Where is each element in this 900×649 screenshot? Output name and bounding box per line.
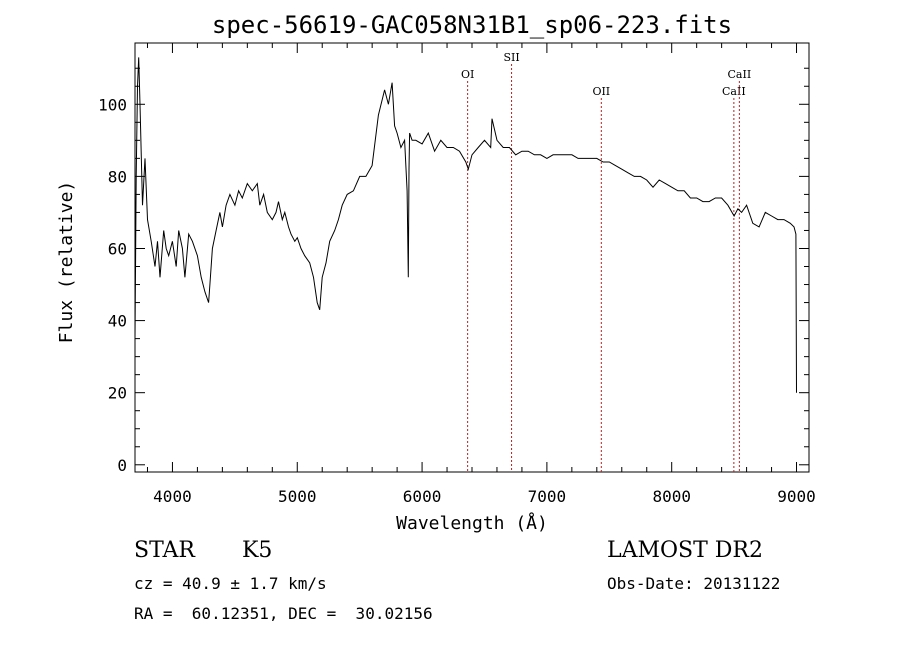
line-marker-label: CaII — [728, 68, 752, 81]
x-axis-label: Wavelength (Å) — [396, 512, 548, 534]
x-tick-label: 8000 — [652, 487, 691, 506]
x-tick-label: 6000 — [403, 487, 442, 506]
redshift-readout: cz = 40.9 ± 1.7 km/s — [134, 574, 327, 593]
object-subclass: K5 — [242, 538, 273, 563]
axis-ticks: 4000 5000 6000 7000 8000 9000 0 20 40 60 80 100 — [98, 43, 816, 506]
line-markers: OI SII OII CaII CaII — [461, 51, 751, 472]
y-tick-label: 20 — [108, 384, 127, 403]
line-marker-label: OII — [592, 85, 610, 98]
y-tick-label: 80 — [108, 167, 127, 186]
x-tick-label: 7000 — [528, 487, 567, 506]
x-tick-label: 9000 — [777, 487, 816, 506]
y-tick-label: 60 — [108, 239, 127, 258]
chart-title: spec-56619-GAC058N31B1_sp06-223.fits — [212, 11, 732, 39]
y-axis-label: Flux (relative) — [56, 181, 77, 344]
obs-date: Obs-Date: 20131122 — [607, 574, 781, 593]
line-marker-label: OI — [461, 68, 474, 81]
y-tick-label: 40 — [108, 312, 127, 331]
line-marker-label: SII — [503, 51, 519, 64]
survey-name: LAMOST DR2 — [607, 538, 763, 563]
line-marker-label: CaII — [722, 85, 746, 98]
x-tick-label: 4000 — [153, 487, 192, 506]
object-class: STAR — [134, 538, 195, 563]
coordinates: RA = 60.12351, DEC = 30.02156 — [134, 604, 433, 623]
y-tick-label: 100 — [98, 95, 127, 114]
spectrum-line — [134, 57, 797, 393]
y-tick-label: 0 — [117, 456, 127, 475]
plot-frame — [134, 42, 810, 473]
x-tick-label: 5000 — [278, 487, 317, 506]
